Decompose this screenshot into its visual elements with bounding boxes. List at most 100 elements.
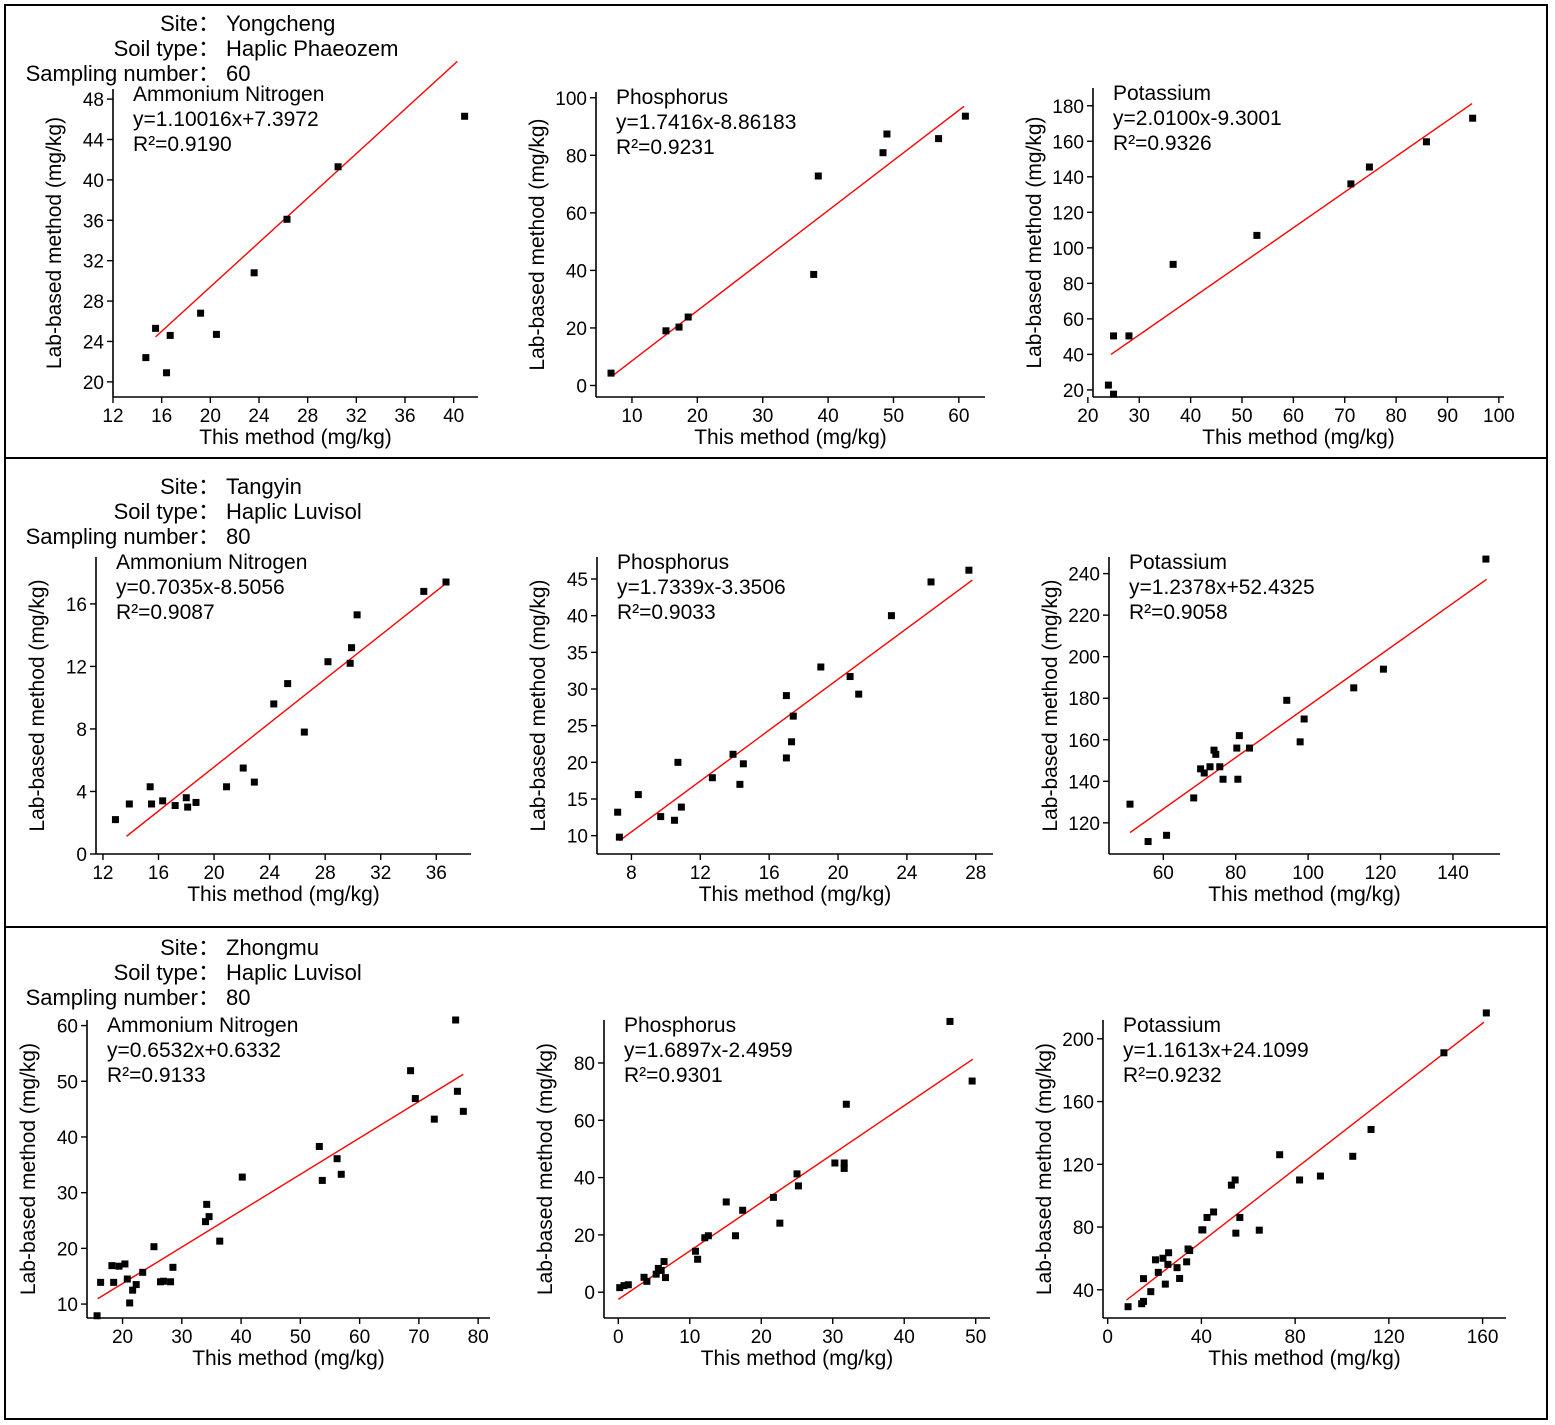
sampling-number-value: 80 xyxy=(226,985,251,1010)
x-tick-label: 140 xyxy=(1437,863,1469,884)
data-point xyxy=(1350,684,1358,692)
data-point xyxy=(701,1234,709,1242)
chart-title: Potassium xyxy=(1113,82,1211,105)
data-point xyxy=(142,354,150,362)
y-tick-label: 60 xyxy=(1063,310,1084,331)
chart-title: Ammonium Nitrogen xyxy=(116,551,307,574)
x-tick-label: 16 xyxy=(148,863,169,884)
regression-line xyxy=(155,60,458,338)
regression-line xyxy=(97,1073,464,1300)
data-point xyxy=(794,1182,802,1190)
y-tick-label: 30 xyxy=(567,680,588,701)
data-point xyxy=(684,313,692,321)
x-tick-label: 24 xyxy=(248,406,270,427)
x-tick-label: 60 xyxy=(349,1327,370,1348)
data-point xyxy=(205,1213,213,1221)
x-axis-label: This method (mg/kg) xyxy=(199,426,392,449)
site-label: Site： xyxy=(160,474,220,499)
data-point xyxy=(337,1170,345,1178)
site-label: Site： xyxy=(160,11,220,36)
y-tick-label: 240 xyxy=(1068,565,1100,586)
site-name: Tangyin xyxy=(226,474,302,499)
data-point xyxy=(148,800,156,808)
y-axis-label: Lab-based method (mg/kg) xyxy=(1033,1043,1056,1295)
data-point xyxy=(1200,769,1208,777)
y-tick-label: 20 xyxy=(83,373,104,394)
data-point xyxy=(1367,1125,1375,1133)
x-axis-label: This method (mg/kg) xyxy=(192,1347,385,1370)
data-point xyxy=(126,1299,134,1307)
chart-title: Phosphorus xyxy=(624,1014,736,1037)
x-axis-label: This method (mg/kg) xyxy=(1202,426,1395,449)
y-tick-label: 80 xyxy=(1063,274,1084,295)
data-point xyxy=(111,816,119,824)
y-tick-label: 40 xyxy=(1073,1281,1094,1302)
y-tick-label: 60 xyxy=(57,1017,78,1038)
data-point xyxy=(788,738,796,746)
x-tick-label: 50 xyxy=(1231,406,1252,427)
data-point xyxy=(1199,1226,1207,1234)
x-tick-label: 0 xyxy=(613,1327,624,1348)
x-tick-label: 60 xyxy=(948,406,969,427)
data-point xyxy=(1163,831,1171,839)
data-point xyxy=(1482,555,1490,563)
y-tick-label: 20 xyxy=(57,1239,78,1260)
data-point xyxy=(846,673,854,681)
data-point xyxy=(238,1173,246,1181)
x-tick-label: 50 xyxy=(883,406,904,427)
data-point xyxy=(1190,794,1198,802)
data-point xyxy=(333,1155,341,1163)
data-point xyxy=(652,1270,660,1278)
data-point xyxy=(739,1206,747,1214)
data-point xyxy=(182,794,190,802)
data-point xyxy=(171,802,179,810)
y-tick-label: 160 xyxy=(1068,731,1100,752)
r-squared: R²=0.9190 xyxy=(133,133,232,156)
data-point xyxy=(146,783,154,791)
x-tick-label: 50 xyxy=(290,1327,311,1348)
x-tick-label: 20 xyxy=(751,1327,772,1348)
data-point xyxy=(461,112,469,120)
data-point xyxy=(1140,1297,1148,1305)
data-point xyxy=(97,1278,105,1286)
data-point xyxy=(782,754,790,762)
y-axis-label: Lab-based method (mg/kg) xyxy=(534,1043,557,1295)
x-tick-label: 12 xyxy=(102,406,123,427)
data-point xyxy=(704,1232,712,1240)
x-tick-label: 20 xyxy=(687,406,708,427)
data-point xyxy=(691,1247,699,1255)
x-tick-label: 20 xyxy=(827,863,848,884)
data-point xyxy=(887,612,895,620)
regression-equation: y=1.6897x-2.4959 xyxy=(624,1039,793,1062)
y-tick-label: 180 xyxy=(1052,97,1084,118)
data-point xyxy=(407,1067,415,1075)
x-tick-label: 24 xyxy=(896,863,918,884)
r-squared: R²=0.9087 xyxy=(116,601,215,624)
data-point xyxy=(1110,332,1118,340)
data-point xyxy=(420,587,428,595)
data-point xyxy=(283,215,291,223)
data-point xyxy=(442,578,450,586)
data-point xyxy=(643,1277,651,1285)
x-tick-label: 30 xyxy=(171,1327,192,1348)
data-point xyxy=(430,1115,438,1123)
regression-equation: y=0.7035x-8.5056 xyxy=(116,576,285,599)
site-name: Zhongmu xyxy=(226,935,319,960)
data-point xyxy=(814,172,822,180)
soil-type-label: Soil type： xyxy=(113,960,220,985)
data-point xyxy=(1276,1151,1284,1159)
x-tick-label: 120 xyxy=(1373,1327,1405,1348)
sampling-number-label: Sampling number： xyxy=(25,61,220,86)
data-point xyxy=(1125,332,1133,340)
data-point xyxy=(93,1312,101,1320)
x-tick-label: 80 xyxy=(1285,1327,1306,1348)
soil-type-value: Haplic Phaeozem xyxy=(226,36,399,61)
y-tick-label: 24 xyxy=(83,332,105,353)
chart-title: Ammonium Nitrogen xyxy=(107,1014,298,1037)
y-tick-label: 8 xyxy=(76,720,87,741)
site-label: Site： xyxy=(160,935,220,960)
regression-equation: y=2.0100x-9.3001 xyxy=(1113,107,1282,130)
r-squared: R²=0.9231 xyxy=(616,136,715,159)
y-tick-label: 40 xyxy=(574,1169,595,1190)
